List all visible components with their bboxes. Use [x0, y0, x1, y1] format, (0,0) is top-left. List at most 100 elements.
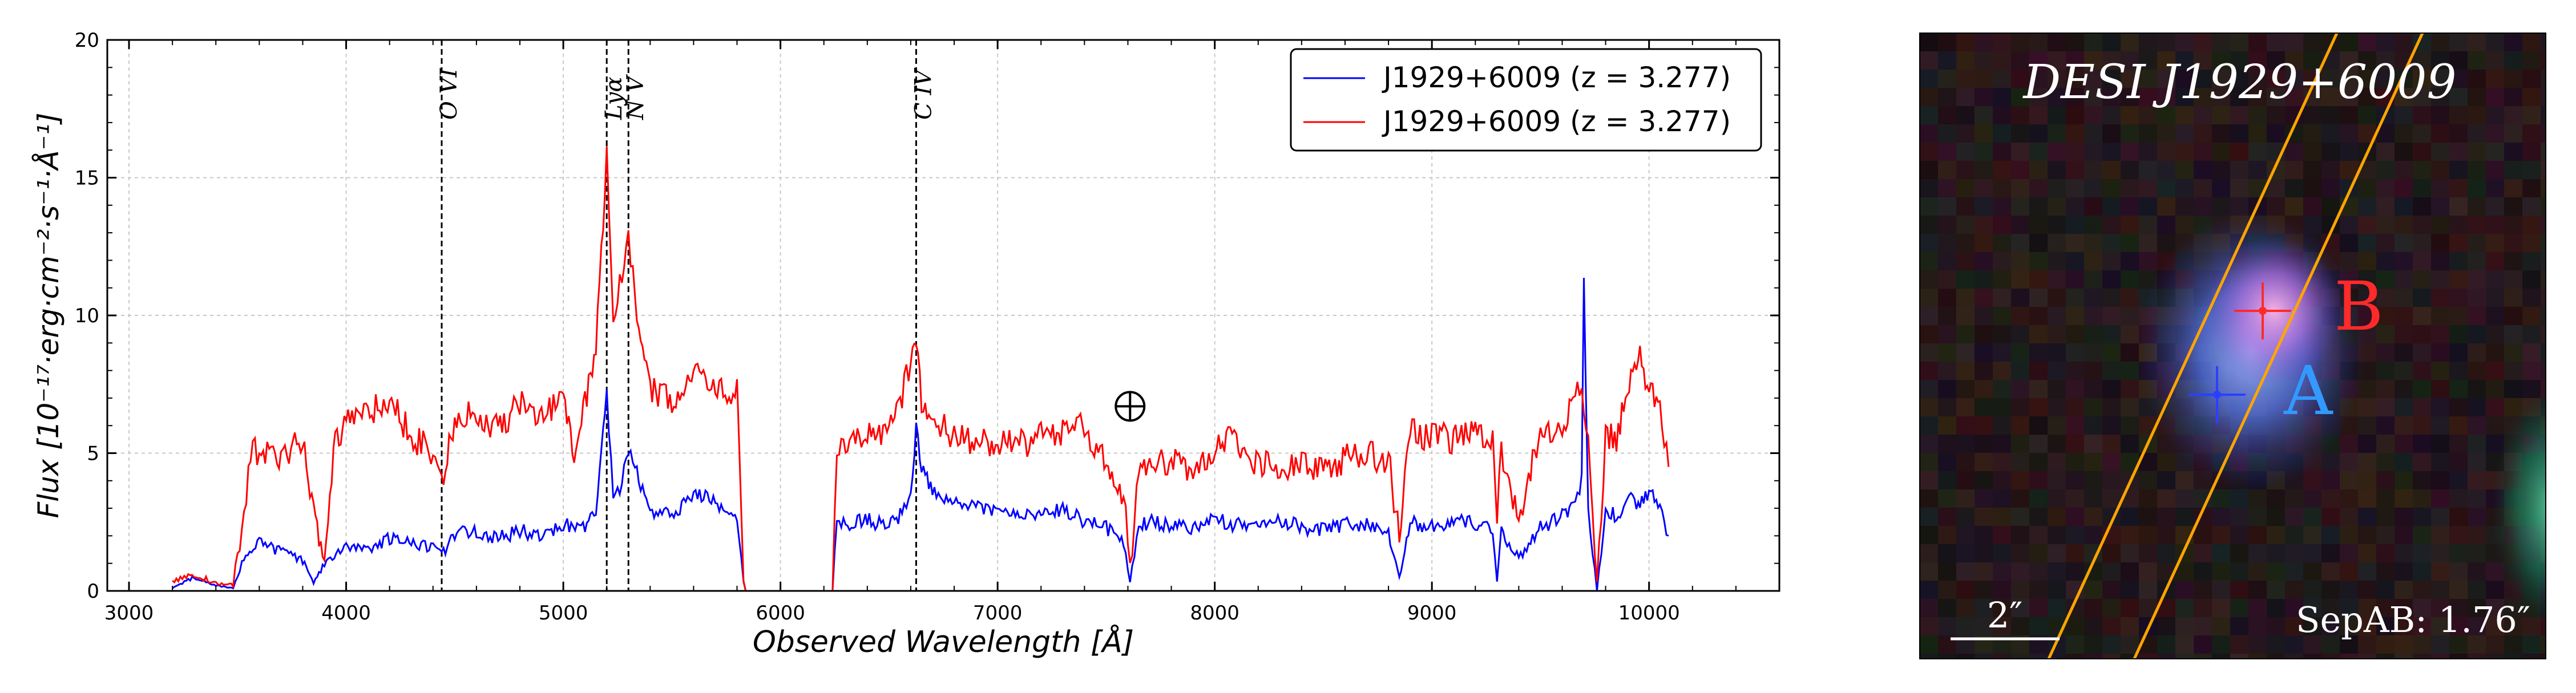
noise-pixel — [2066, 617, 2084, 635]
noise-pixel — [1956, 51, 1975, 70]
noise-pixel — [2048, 179, 2066, 197]
noise-pixel — [2321, 88, 2340, 106]
noise-pixel — [2011, 325, 2029, 343]
noise-pixel — [2248, 508, 2267, 526]
noise-pixel — [2066, 70, 2084, 88]
noise-pixel — [1938, 489, 1956, 508]
noise-pixel — [2048, 362, 2066, 380]
noise-pixel — [2303, 654, 2321, 659]
emission-line-label: Lyα — [601, 77, 627, 120]
noise-pixel — [1956, 654, 1975, 659]
noise-pixel — [2358, 398, 2376, 416]
noise-pixel — [1938, 70, 1956, 88]
noise-pixel — [2395, 471, 2413, 489]
noise-pixel — [1920, 161, 1938, 179]
noise-pixel — [2175, 635, 2194, 654]
noise-pixel — [2102, 106, 2121, 124]
noise-pixel — [2303, 544, 2321, 562]
noise-pixel — [2431, 33, 2449, 51]
noise-pixel — [2340, 599, 2358, 617]
noise-pixel — [2431, 325, 2449, 343]
noise-pixel — [2468, 508, 2486, 526]
noise-pixel — [2066, 562, 2084, 581]
noise-pixel — [2230, 508, 2248, 526]
noise-pixel — [2486, 654, 2504, 659]
noise-pixel — [2395, 416, 2413, 435]
noise-pixel — [2504, 161, 2522, 179]
telluric-earth-symbol — [1115, 391, 1146, 422]
noise-pixel — [1993, 70, 2011, 88]
noise-pixel — [2102, 416, 2121, 435]
noise-pixel — [2358, 581, 2376, 599]
noise-pixel — [2340, 143, 2358, 161]
noise-pixel — [2285, 161, 2303, 179]
noise-pixel — [2303, 635, 2321, 654]
noise-pixel — [2102, 471, 2121, 489]
noise-pixel — [2011, 489, 2029, 508]
noise-pixel — [1938, 289, 1956, 307]
noise-pixel — [2102, 343, 2121, 362]
noise-pixel — [2431, 216, 2449, 234]
noise-pixel — [2084, 33, 2102, 51]
noise-pixel — [1920, 270, 1938, 289]
noise-pixel — [2102, 88, 2121, 106]
noise-pixel — [2522, 234, 2541, 252]
noise-pixel — [1993, 88, 2011, 106]
noise-pixel — [1956, 124, 1975, 143]
noise-pixel — [2541, 325, 2546, 343]
noise-pixel — [2541, 124, 2546, 143]
noise-pixel — [2413, 398, 2431, 416]
noise-pixel — [1993, 161, 2011, 179]
noise-pixel — [2139, 544, 2157, 562]
noise-pixel — [2541, 197, 2546, 216]
noise-pixel — [2395, 453, 2413, 471]
noise-pixel — [2011, 143, 2029, 161]
noise-pixel — [2212, 124, 2230, 143]
noise-pixel — [2157, 508, 2175, 526]
noise-pixel — [2504, 307, 2522, 325]
noise-pixel — [2011, 508, 2029, 526]
noise-pixel — [2413, 654, 2431, 659]
noise-pixel — [2376, 362, 2395, 380]
noise-pixel — [2102, 252, 2121, 270]
noise-pixel — [2395, 508, 2413, 526]
noise-pixel — [2139, 143, 2157, 161]
noise-pixel — [1938, 562, 1956, 581]
noise-pixel — [2029, 252, 2048, 270]
noise-pixel — [2175, 216, 2194, 234]
noise-pixel — [1993, 106, 2011, 124]
noise-pixel — [2413, 489, 2431, 508]
noise-pixel — [2139, 70, 2157, 88]
noise-pixel — [2048, 234, 2066, 252]
noise-pixel — [2395, 216, 2413, 234]
noise-pixel — [1920, 362, 1938, 380]
noise-pixel — [2139, 106, 2157, 124]
noise-pixel — [2248, 106, 2267, 124]
noise-pixel — [1956, 544, 1975, 562]
noise-pixel — [2157, 544, 2175, 562]
noise-pixel — [2029, 362, 2048, 380]
noise-pixel — [2541, 270, 2546, 289]
noise-pixel — [1956, 270, 1975, 289]
x-tick-label: 7000 — [973, 602, 1023, 625]
noise-pixel — [2468, 161, 2486, 179]
noise-pixel — [2413, 635, 2431, 654]
noise-pixel — [1938, 234, 1956, 252]
noise-pixel — [2084, 216, 2102, 234]
noise-pixel — [2285, 635, 2303, 654]
noise-pixel — [1975, 453, 1993, 471]
noise-pixel — [2029, 143, 2048, 161]
noise-pixel — [2486, 635, 2504, 654]
noise-pixel — [1975, 106, 1993, 124]
noise-pixel — [2468, 124, 2486, 143]
noise-pixel — [2522, 289, 2541, 307]
noise-pixel — [1975, 325, 1993, 343]
noise-pixel — [2084, 599, 2102, 617]
noise-pixel — [2358, 635, 2376, 654]
noise-pixel — [2139, 234, 2157, 252]
noise-pixel — [2194, 179, 2212, 197]
noise-pixel — [2121, 106, 2139, 124]
noise-pixel — [2431, 51, 2449, 70]
noise-pixel — [2248, 654, 2267, 659]
noise-pixel — [2066, 106, 2084, 124]
